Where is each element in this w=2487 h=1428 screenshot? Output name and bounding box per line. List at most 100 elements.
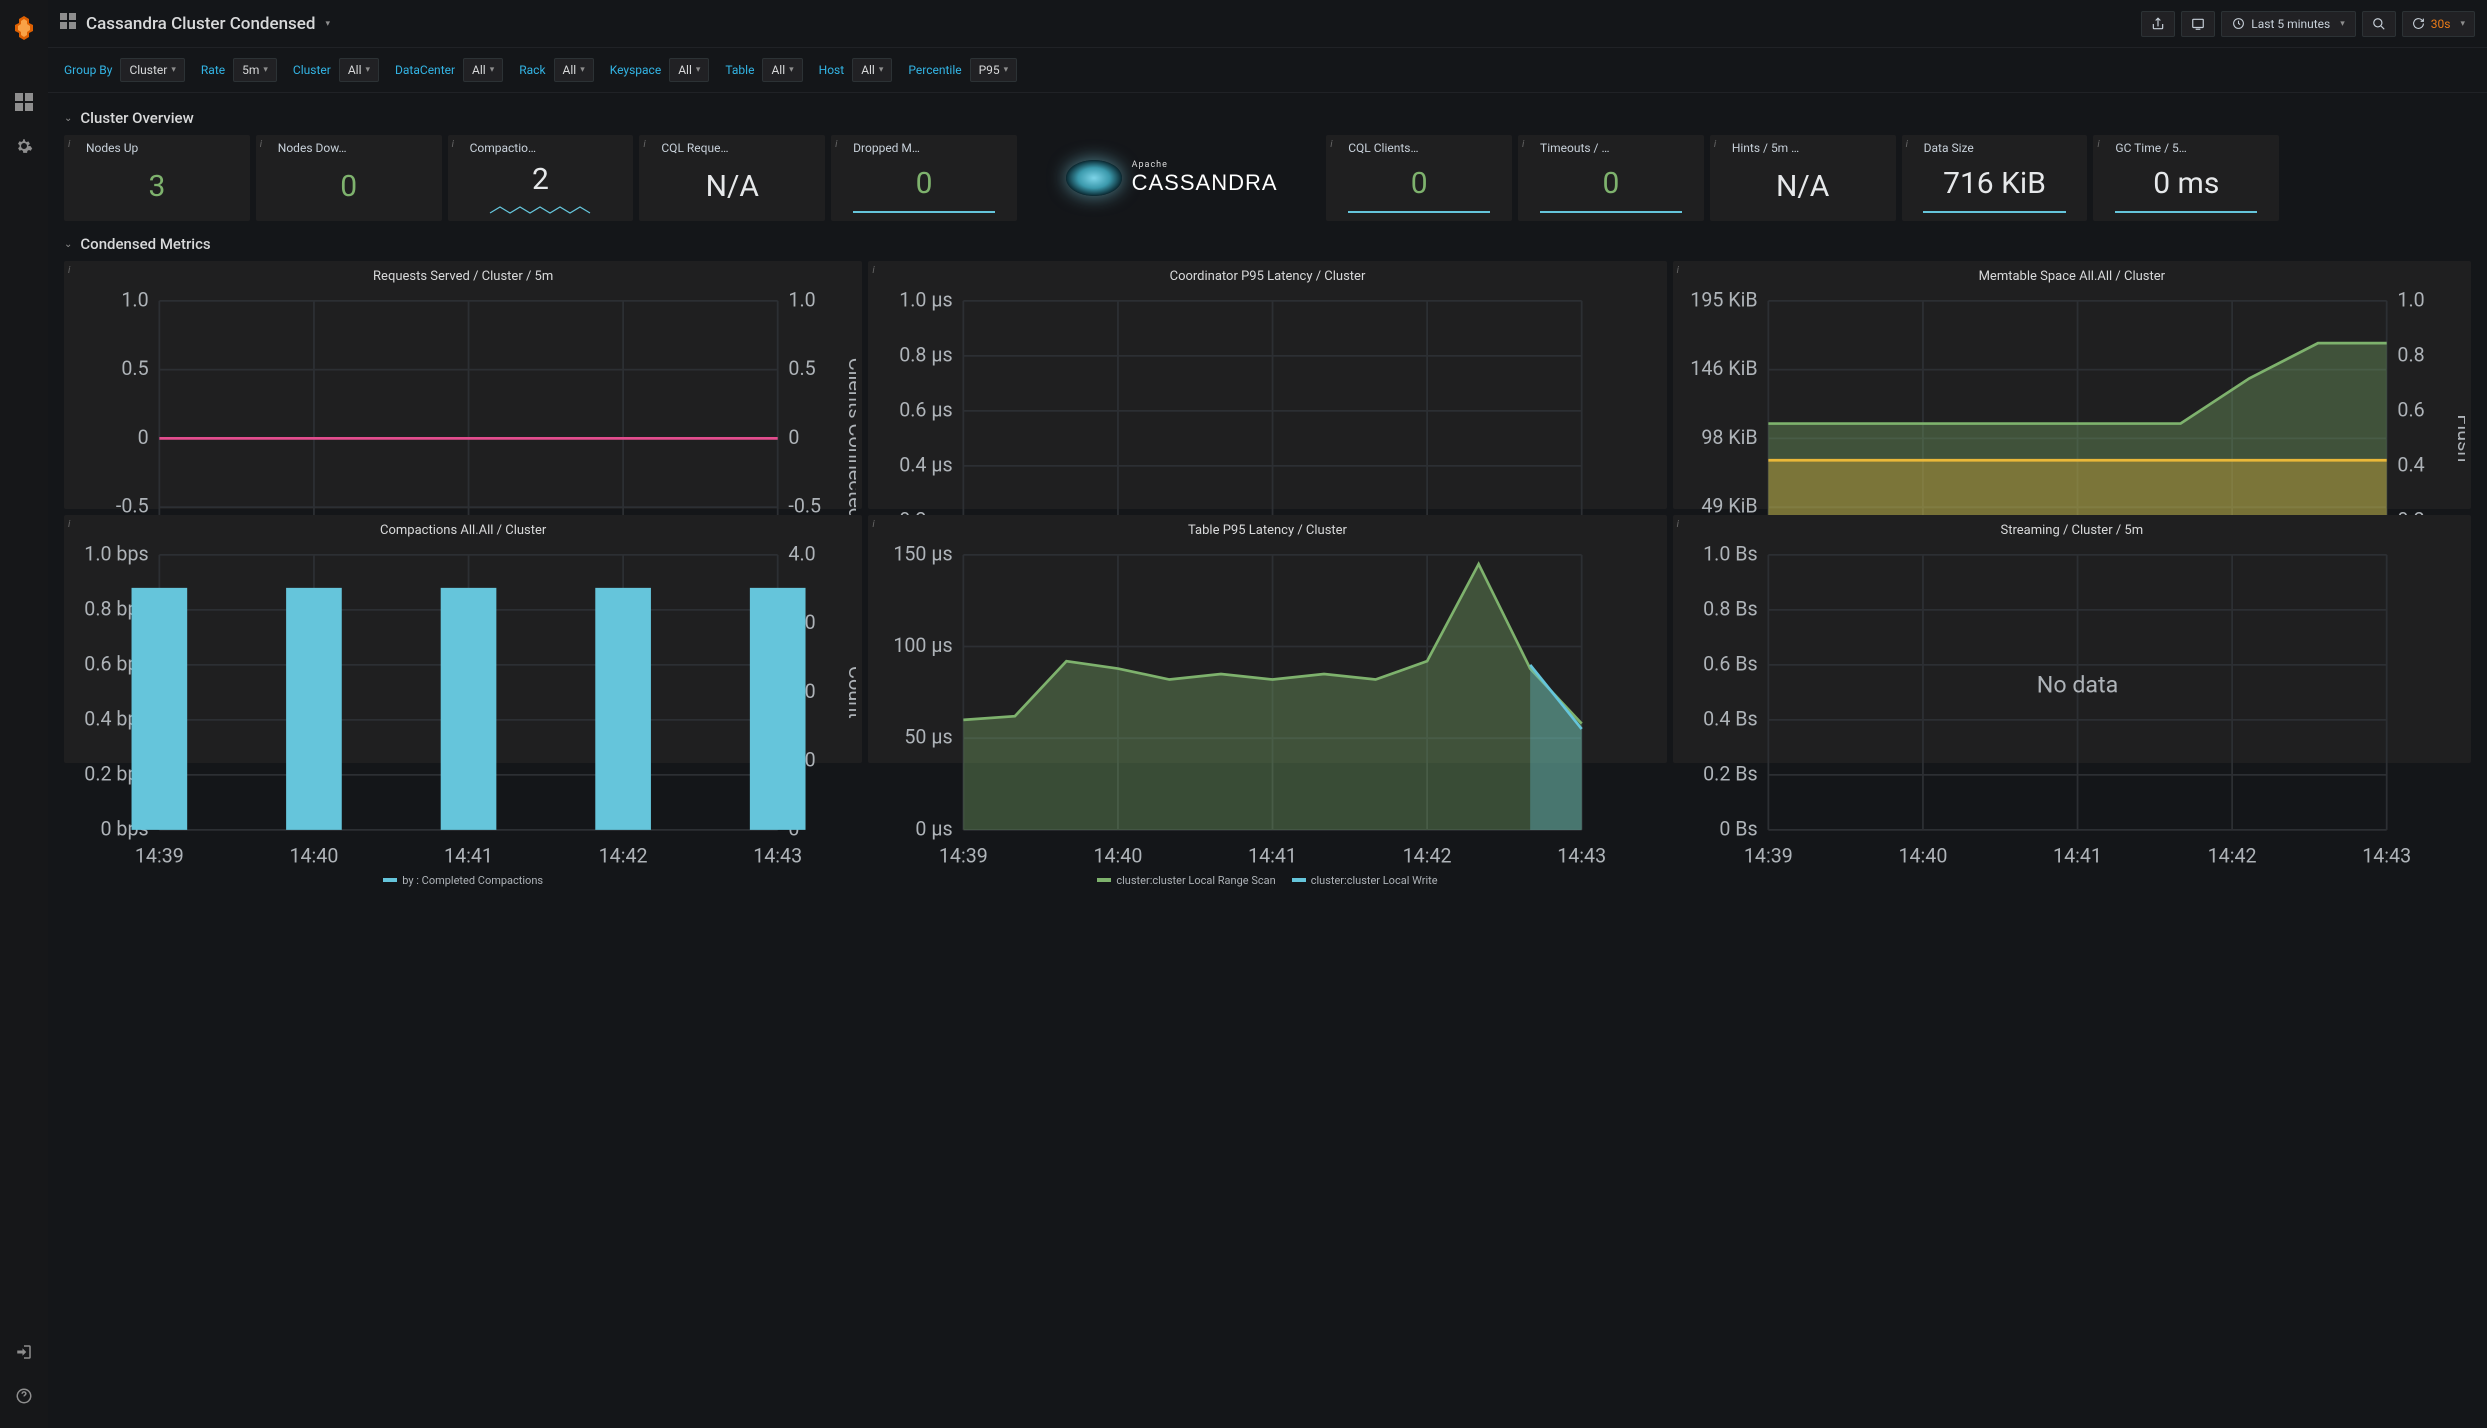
var-select[interactable]: All [852, 58, 892, 82]
stat-value: 0 [916, 166, 933, 201]
svg-text:4.0: 4.0 [788, 544, 815, 565]
stat-panel[interactable]: i Hints / 5m … N/A [1710, 135, 1896, 221]
svg-text:0.6: 0.6 [2397, 398, 2424, 421]
info-icon: i [2097, 139, 2099, 150]
stat-title: CQL Clients… [1348, 141, 1508, 155]
chart-panel[interactable]: i Table P95 Latency / Cluster 0 µs50 µs1… [868, 515, 1666, 763]
chart-panel[interactable]: i Compactions All.All / Cluster 0 bps0.2… [64, 515, 862, 763]
settings-icon[interactable] [4, 126, 44, 166]
chart-title: Compactions All.All / Cluster [70, 521, 856, 544]
stat-value: 3 [148, 169, 165, 204]
svg-text:14:43: 14:43 [753, 844, 802, 867]
legend-item[interactable]: cluster:cluster Local Write [1292, 874, 1438, 887]
svg-text:0.4 µs: 0.4 µs [900, 453, 953, 476]
svg-text:0.8: 0.8 [2397, 343, 2424, 366]
info-icon: i [835, 139, 837, 150]
svg-text:1.0: 1.0 [2397, 290, 2424, 311]
stat-value: N/A [706, 169, 759, 204]
var-select[interactable]: All [762, 58, 802, 82]
info-icon: i [1522, 139, 1524, 150]
info-icon: i [1714, 139, 1716, 150]
stat-panel[interactable]: i Compactio… 2 [448, 135, 634, 221]
var-label: Rack [519, 63, 545, 77]
chart-panel[interactable]: i Memtable Space All.All / Cluster 0 B49… [1673, 261, 2471, 509]
stats-row: i Nodes Up 3i Nodes Dow… 0i Compactio… 2… [64, 135, 2471, 221]
stat-title: Compactio… [470, 141, 630, 155]
svg-text:150 µs: 150 µs [894, 544, 953, 565]
legend-item[interactable]: by : Completed Compactions [383, 874, 543, 887]
info-icon: i [643, 139, 645, 150]
var-select[interactable]: All [554, 58, 594, 82]
stat-panel[interactable]: i Data Size 716 KiB [1902, 135, 2088, 221]
svg-text:0.5: 0.5 [121, 357, 148, 380]
grid-icon [60, 13, 76, 34]
var-select[interactable]: All [339, 58, 379, 82]
chart-area: 0 Bs0.2 Bs0.4 Bs0.6 Bs0.8 Bs1.0 Bs14:391… [1679, 544, 2465, 870]
svg-text:0 µs: 0 µs [916, 817, 953, 840]
stat-panel[interactable]: i Timeouts / … 0 [1518, 135, 1704, 221]
cycle-view-button[interactable] [2181, 11, 2215, 37]
grafana-logo[interactable] [4, 8, 44, 48]
stat-title: Nodes Dow… [278, 141, 438, 155]
svg-text:14:42: 14:42 [1403, 844, 1452, 867]
chart-panel[interactable]: i Coordinator P95 Latency / Cluster 0 µs… [868, 261, 1666, 509]
stat-panel[interactable]: i Nodes Dow… 0 [256, 135, 442, 221]
help-icon[interactable] [4, 1376, 44, 1416]
info-icon: i [1677, 265, 1679, 276]
chart-title: Coordinator P95 Latency / Cluster [874, 267, 1660, 290]
stat-panel[interactable]: i CQL Clients… 0 [1326, 135, 1512, 221]
stat-title: Data Size [1924, 141, 2084, 155]
svg-text:14:43: 14:43 [2362, 844, 2411, 867]
chart-panel[interactable]: i Requests Served / Cluster / 5m -1.0-0.… [64, 261, 862, 509]
svg-text:1.0 µs: 1.0 µs [900, 290, 953, 311]
svg-text:0.6 µs: 0.6 µs [900, 398, 953, 421]
signin-icon[interactable] [4, 1332, 44, 1372]
legend-item[interactable]: cluster:cluster Local Range Scan [1097, 874, 1275, 887]
var-select[interactable]: All [463, 58, 503, 82]
info-icon: i [872, 519, 874, 530]
chevron-down-icon: ⌄ [64, 239, 72, 250]
info-icon: i [872, 265, 874, 276]
svg-text:14:40: 14:40 [1094, 844, 1143, 867]
var-label: Percentile [908, 63, 961, 77]
svg-text:14:41: 14:41 [444, 844, 493, 867]
chart-area: 0 µs50 µs100 µs150 µs14:3914:4014:4114:4… [874, 544, 1660, 870]
stat-panel[interactable]: i CQL Reque… N/A [639, 135, 825, 221]
var-select[interactable]: All [669, 58, 709, 82]
row-condensed-metrics[interactable]: ⌄ Condensed Metrics [64, 227, 2471, 261]
svg-text:14:40: 14:40 [1898, 844, 1947, 867]
chart-panel[interactable]: i Streaming / Cluster / 5m 0 Bs0.2 Bs0.4… [1673, 515, 2471, 763]
row-cluster-overview[interactable]: ⌄ Cluster Overview [64, 101, 2471, 135]
stat-title: Timeouts / … [1540, 141, 1700, 155]
svg-text:0.5: 0.5 [788, 357, 815, 380]
chart-title: Requests Served / Cluster / 5m [70, 267, 856, 290]
stat-panel[interactable]: i GC Time / 5… 0 ms [2093, 135, 2279, 221]
stat-title: CQL Reque… [661, 141, 821, 155]
var-rack: Rack All [519, 58, 594, 82]
svg-text:0.8 Bs: 0.8 Bs [1703, 597, 1758, 620]
stat-panel[interactable]: i Nodes Up 3 [64, 135, 250, 221]
svg-text:Clients Connected: Clients Connected [844, 358, 856, 519]
var-select[interactable]: 5m [233, 58, 277, 82]
chart-title: Table P95 Latency / Cluster [874, 521, 1660, 544]
stat-value: 0 [340, 169, 357, 204]
svg-text:14:39: 14:39 [939, 844, 988, 867]
stat-value: 2 [532, 162, 549, 197]
var-select[interactable]: Cluster [120, 58, 184, 82]
var-select[interactable]: P95 [970, 58, 1018, 82]
var-cluster: Cluster All [293, 58, 379, 82]
var-label: Host [819, 63, 845, 77]
info-icon: i [1906, 139, 1908, 150]
dashboard-title[interactable]: Cassandra Cluster Condensed ▾ [60, 13, 330, 34]
time-range-picker[interactable]: Last 5 minutes [2221, 11, 2356, 37]
share-button[interactable] [2141, 11, 2175, 37]
dashboards-icon[interactable] [4, 82, 44, 122]
svg-text:14:40: 14:40 [289, 844, 338, 867]
stat-panel[interactable]: i Dropped M… 0 [831, 135, 1017, 221]
zoom-out-button[interactable] [2362, 11, 2396, 37]
svg-text:14:41: 14:41 [1248, 844, 1297, 867]
chart-title: Streaming / Cluster / 5m [1679, 521, 2465, 544]
stat-value: N/A [1776, 169, 1829, 204]
refresh-button[interactable]: 30s [2402, 11, 2475, 37]
template-vars: Group By ClusterRate 5mCluster AllDataCe… [48, 48, 2487, 93]
